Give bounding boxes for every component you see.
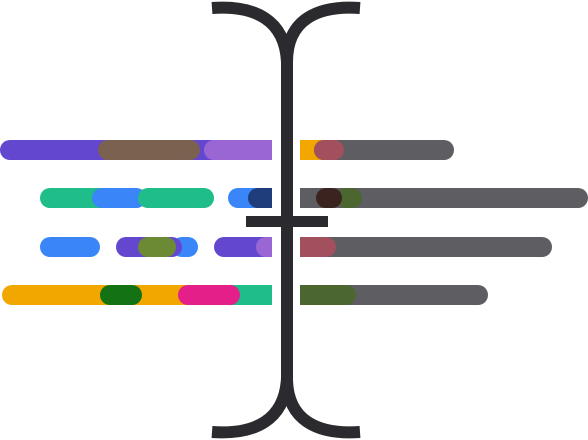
text-line-2 — [40, 188, 588, 208]
gray-pill — [300, 237, 552, 257]
teal-pill — [232, 285, 272, 305]
olive-pill — [336, 188, 362, 208]
blue-pill — [40, 237, 100, 257]
brown-pill — [98, 140, 200, 160]
cursor-bottom-right-arm — [281, 377, 361, 439]
text-lines — [0, 140, 588, 305]
gray-pill — [314, 140, 454, 160]
rose-pill — [314, 140, 344, 160]
blue-pill — [92, 188, 146, 208]
text-line-1 — [0, 140, 454, 160]
moss-pill — [138, 237, 176, 257]
rose-pill — [300, 237, 336, 257]
cursor-top-left-arm — [211, 1, 293, 63]
text-line-4 — [2, 285, 488, 305]
cursor-top-right-arm — [281, 1, 361, 63]
text-line-3 — [40, 237, 552, 257]
cursor-bottom-left-arm — [211, 377, 293, 439]
navy-pill — [248, 188, 272, 208]
violet-pill — [256, 237, 272, 257]
gray-pill — [300, 188, 588, 208]
olive-pill — [300, 285, 356, 305]
teal-pill — [138, 188, 214, 208]
green-pill — [100, 285, 142, 305]
magenta-pill — [178, 285, 240, 305]
cursor-crossbar — [246, 216, 328, 227]
text-cursor-icon — [211, 1, 361, 439]
dark-brown-pill — [316, 188, 342, 208]
violet-pill — [204, 140, 272, 160]
